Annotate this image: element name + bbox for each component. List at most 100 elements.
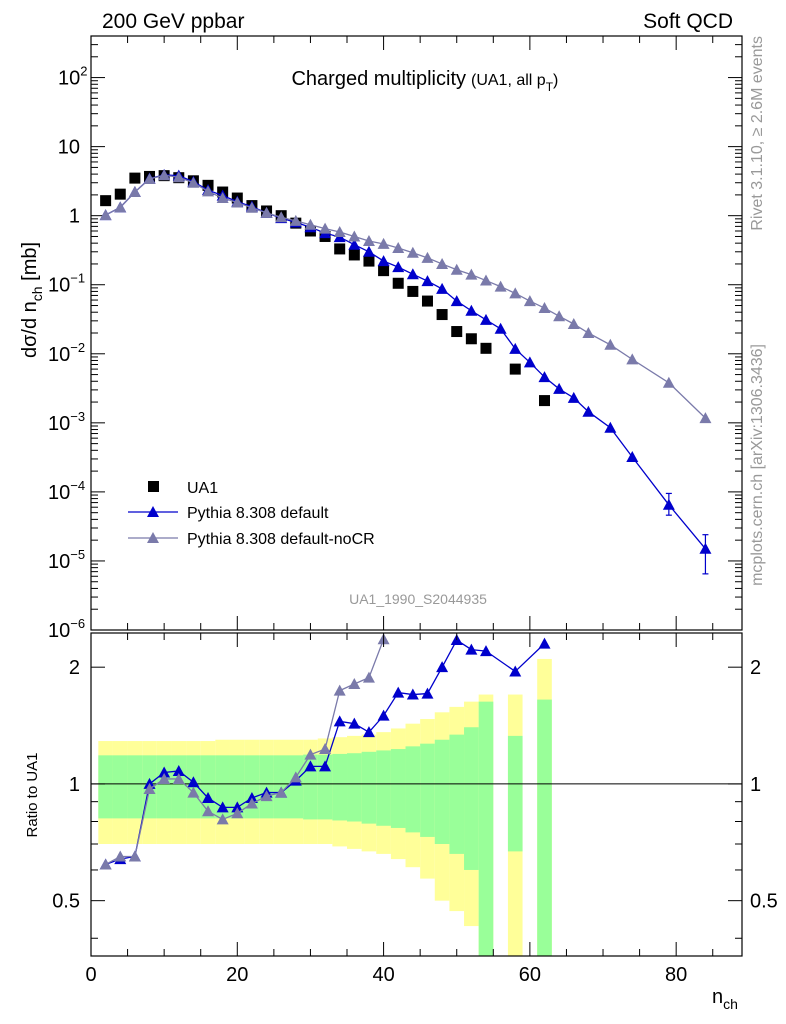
ratio-band-green [156,755,172,819]
ratio-point-pythia-nocr [245,797,258,809]
analysis-watermark: UA1_1990_S2044935 [349,591,487,607]
main-point-ua1 [509,363,521,375]
main-point-pythia-nocr [99,209,112,221]
ratio-point-pythia-nocr [216,813,229,825]
main-point-pythia-default [538,371,551,383]
main-point-pythia-nocr [319,222,332,234]
ratio-band-green [376,750,391,826]
ratio-point-pythia-nocr [362,671,375,683]
main-point-pythia-nocr [348,230,361,242]
main-y-tick-label: 10−1 [48,271,85,297]
ratio-band-green [229,755,245,819]
main-point-ua1 [114,188,126,200]
main-point-pythia-default [523,356,536,368]
main-point-pythia-nocr [275,211,288,223]
legend-entry-ua1: UA1 [148,480,218,497]
main-point-pythia-nocr [662,376,675,388]
main-point-ua1 [421,295,433,307]
x-tick-label: 0 [85,964,96,986]
ratio-point-pythia-default [333,715,346,727]
main-point-pythia-default [392,261,405,273]
legend: UA1 Pythia 8.308 default Pythia 8.308 de… [128,480,375,548]
ratio-band-green [171,755,187,819]
ratio-point-pythia-nocr [99,858,112,870]
main-point-pythia-nocr [128,186,141,198]
main-line-pythia-nocr [105,174,706,419]
ratio-point-pythia-default [538,637,551,649]
ratio-point-pythia-default [348,717,361,729]
ratio-point-pythia-nocr [114,850,127,862]
main-title-note: (UA1, all pT) [471,72,558,94]
ratio-point-pythia-default [172,764,185,776]
main-point-pythia-default [406,268,419,280]
main-point-pythia-default [421,275,434,287]
main-point-pythia-default [553,382,566,394]
main-point-pythia-nocr [289,214,302,226]
ratio-uncertainty-bands [98,658,552,956]
ratio-line-pythia-nocr [105,639,385,866]
main-point-pythia-nocr [436,257,449,269]
main-point-pythia-default [604,421,617,433]
ratio-point-pythia-nocr [187,786,200,798]
main-point-ua1 [436,309,448,321]
main-point-ua1 [392,277,404,289]
main-point-pythia-nocr [699,412,712,424]
ratio-band-green [537,699,552,956]
main-y-tick-label: 10−3 [48,409,85,435]
legend-label-pythia-nocr: Pythia 8.308 default-noCR [187,531,375,548]
ratio-x-ticks: 0 20 40 60 80 [85,36,714,986]
side-label-mcplots: mcplots.cern.ch [arXiv:1306.3436] [749,344,766,586]
main-title: Charged multiplicity [291,68,466,90]
ratio-band-green [288,755,304,819]
header-right: Soft QCD [643,10,733,33]
ratio-point-pythia-default [421,687,434,699]
main-point-pythia-nocr [392,242,405,254]
ratio-band-green [507,735,523,852]
ratio-y-tick-label-right: 1 [750,774,761,796]
ratio-band-green [449,734,465,854]
main-point-pythia-nocr [187,176,200,188]
main-point-ua1 [100,195,112,207]
main-point-pythia-default [479,313,492,325]
main-point-ua1 [407,285,419,297]
main-point-pythia-nocr [479,274,492,286]
ratio-band-green [405,746,421,833]
ratio-band-green [390,749,406,828]
ratio-point-pythia-default [377,709,390,721]
main-point-pythia-nocr [567,318,580,330]
main-point-ua1 [465,333,477,345]
ratio-point-pythia-default [362,726,375,738]
ratio-point-pythia-nocr [231,807,244,819]
ratio-point-pythia-default [319,760,332,772]
ratio-band-green [420,743,435,837]
main-point-pythia-nocr [216,192,229,204]
main-point-pythia-nocr [143,172,156,184]
ratio-y-ticks: 0.5 0.5 1 1 2 2 [52,657,778,939]
main-point-pythia-default [582,405,595,417]
ratio-band-green [332,753,348,821]
ratio-y-tick-label-left: 1 [69,774,80,796]
main-point-pythia-default [450,295,463,307]
ratio-point-pythia-nocr [275,786,288,798]
ratio-y-tick-label-right: 0.5 [750,891,778,913]
legend-marker-pythia-default [147,506,159,517]
main-series-group [99,168,712,575]
side-label-rivet: Rivet 3.1.10, ≥ 2.6M events [749,36,766,231]
main-point-pythia-nocr [509,287,522,299]
legend-marker-pythia-nocr [147,532,159,543]
main-point-pythia-nocr [406,246,419,258]
ratio-point-pythia-default [304,760,317,772]
main-point-pythia-default [567,391,580,403]
main-point-pythia-nocr [377,237,390,249]
main-point-ua1 [129,172,141,184]
ratio-point-pythia-nocr [348,677,361,689]
main-y-tick-label: 102 [58,64,87,90]
main-point-pythia-default [662,498,675,510]
ratio-band-green [112,755,128,819]
main-point-pythia-nocr [553,310,566,322]
main-y-tick-label: 10−4 [48,478,85,504]
ratio-point-pythia-default [436,661,449,673]
ratio-point-pythia-nocr [289,771,302,783]
ratio-point-pythia-nocr [319,743,332,755]
main-point-pythia-nocr [523,295,536,307]
